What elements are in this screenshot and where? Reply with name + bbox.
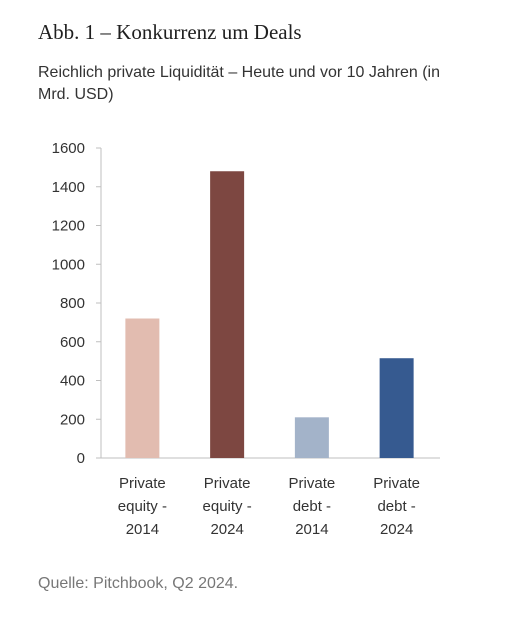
y-tick-label: 400: [60, 373, 85, 390]
x-category-label: Private debt - 2014: [289, 475, 336, 538]
x-category-label-line: 2024: [380, 521, 413, 538]
y-tick-label: 1400: [52, 179, 85, 196]
x-category-label-line: debt -: [377, 498, 415, 515]
x-category-label-line: debt -: [293, 498, 331, 515]
x-category-label-line: Private: [204, 475, 251, 492]
y-tick-label: 600: [60, 334, 85, 351]
bar-chart: 0 200 400 600 800 1000 1200 1400 1600 Private equ…: [52, 140, 440, 538]
x-category-label-line: 2014: [126, 521, 159, 538]
bar: [210, 171, 245, 458]
bar: [379, 358, 414, 458]
y-tick-label: 200: [60, 411, 85, 428]
x-category-label-line: Private: [119, 475, 166, 492]
x-category-label-line: equity -: [203, 498, 252, 515]
source-note: Quelle: Pitchbook, Q2 2024.: [38, 575, 239, 592]
y-axis: 0 200 400 600 800 1000 1200 1400 1600: [52, 140, 440, 467]
x-category-label: Private debt - 2024: [373, 475, 420, 538]
bar: [125, 318, 160, 458]
x-category-label-line: Private: [289, 475, 336, 492]
bars: [125, 171, 414, 458]
x-category-label-line: 2024: [210, 521, 243, 538]
x-category-label: Private equity - 2014: [118, 475, 167, 538]
y-tick-label: 1600: [52, 140, 85, 157]
chart-subtitle: Reichlich private Liquidität – Heute und…: [38, 64, 441, 103]
bar: [294, 417, 329, 458]
y-tick-label: 1200: [52, 218, 85, 235]
y-tick-label: 1000: [52, 256, 85, 273]
x-category-label: Private equity - 2024: [203, 475, 252, 538]
x-category-label-line: Private: [373, 475, 420, 492]
y-tick-label: 0: [77, 450, 85, 467]
x-category-label-line: 2014: [295, 521, 328, 538]
chart-title: Abb. 1 – Konkurrenz um Deals: [38, 20, 302, 44]
x-category-label-line: equity -: [118, 498, 167, 515]
y-tick-label: 800: [60, 295, 85, 312]
